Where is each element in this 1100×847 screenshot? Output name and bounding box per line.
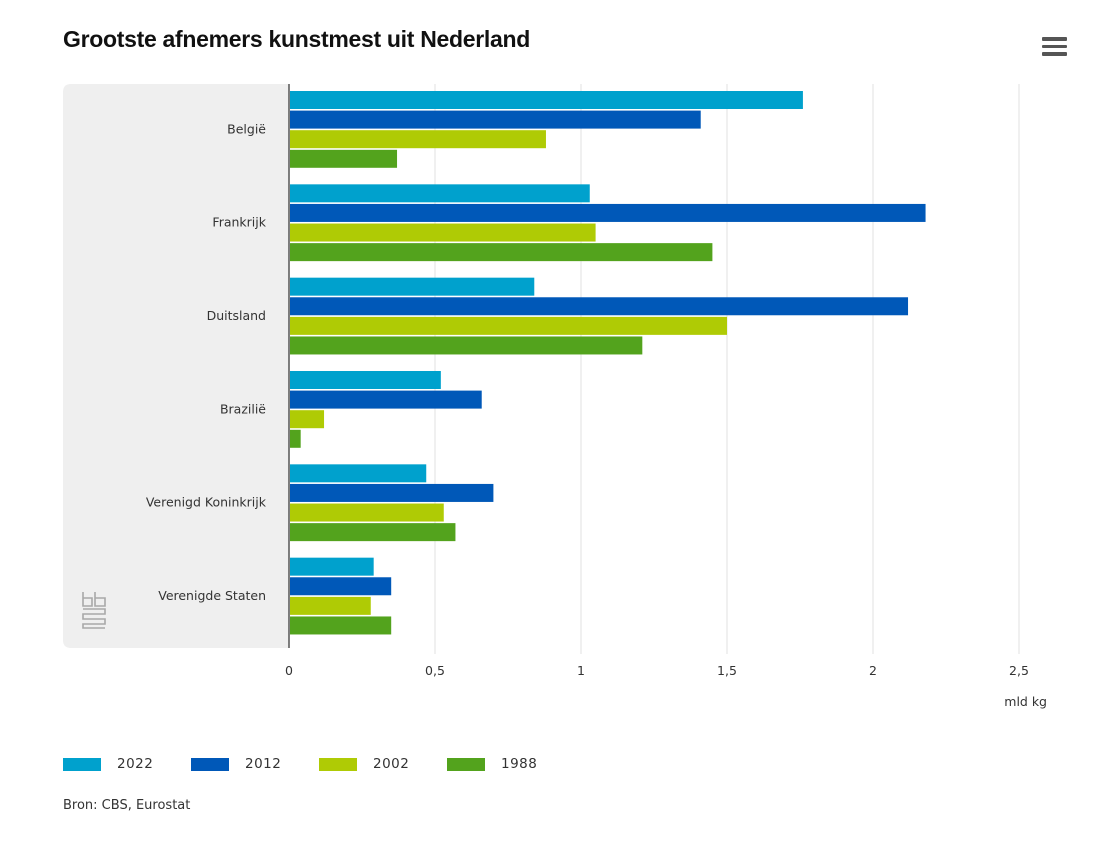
- bar-2002-6[interactable]: [290, 596, 371, 615]
- bar-2002-3[interactable]: [290, 316, 727, 335]
- bar-2012-3[interactable]: [290, 297, 909, 316]
- bar-chart: 0 0,5 1 1,5 2 2,5 mld kg België Frankrijk Duitsla…: [63, 84, 1047, 709]
- legend-swatch: [63, 757, 101, 771]
- bar-1988-4[interactable]: [290, 429, 301, 448]
- bar-2002-5[interactable]: [290, 503, 444, 522]
- x-tick-label: 0: [285, 663, 293, 678]
- bar-2002-1[interactable]: [290, 130, 546, 149]
- bar-2002-4[interactable]: [290, 410, 325, 429]
- category-label: Frankrijk: [212, 215, 266, 230]
- legend-label: 2002: [373, 756, 410, 772]
- x-tick-label: 1,5: [717, 663, 737, 678]
- category-label: Verenigde Staten: [158, 588, 266, 603]
- bar-2012-5[interactable]: [290, 483, 494, 502]
- bar-2022-3[interactable]: [290, 277, 535, 296]
- bar-1988-5[interactable]: [290, 523, 456, 542]
- legend-swatch: [319, 757, 357, 771]
- bar-1988-6[interactable]: [290, 616, 392, 635]
- bar-2022-4[interactable]: [290, 371, 441, 389]
- category-label: België: [227, 121, 266, 136]
- category-label: Brazilië: [220, 401, 266, 416]
- legend-item-2022[interactable]: 2022: [63, 754, 153, 774]
- bar-2022-1[interactable]: [290, 91, 803, 109]
- x-tick-label: 2: [869, 663, 877, 678]
- source-note: Bron: CBS, Eurostat: [63, 798, 191, 813]
- x-tick-label: 2,5: [1009, 663, 1029, 678]
- category-label: Duitsland: [207, 308, 266, 323]
- legend-label: 2022: [117, 756, 154, 772]
- x-tick-label: 0,5: [425, 663, 445, 678]
- bar-2002-2[interactable]: [290, 223, 596, 242]
- x-tick-label: 1: [577, 663, 585, 678]
- bar-2022-2[interactable]: [290, 184, 590, 203]
- bar-2012-4[interactable]: [290, 390, 482, 409]
- bar-2022-6[interactable]: [290, 557, 374, 576]
- bar-1988-1[interactable]: [290, 149, 398, 168]
- category-panel: [63, 84, 289, 648]
- category-label: Verenigd Koninkrijk: [146, 495, 267, 510]
- bar-2012-1[interactable]: [290, 110, 701, 129]
- legend-item-1988[interactable]: 1988: [447, 754, 537, 774]
- legend-swatch: [191, 757, 229, 771]
- bar-2012-2[interactable]: [290, 203, 926, 222]
- bar-1988-3[interactable]: [290, 336, 643, 355]
- hamburger-menu-icon[interactable]: [1042, 37, 1067, 57]
- legend-swatch: [447, 757, 485, 771]
- bar-1988-2[interactable]: [290, 243, 713, 262]
- legend-item-2012[interactable]: 2012: [191, 754, 281, 774]
- legend-label: 1988: [501, 756, 538, 772]
- cbs-logo-icon: [82, 592, 106, 629]
- chart-title: Grootste afnemers kunstmest uit Nederlan…: [63, 26, 530, 52]
- bar-2012-6[interactable]: [290, 577, 392, 596]
- x-axis-title: mld kg: [1004, 694, 1047, 709]
- bar-2022-5[interactable]: [290, 464, 427, 483]
- legend-label: 2012: [245, 756, 282, 772]
- legend-item-2002[interactable]: 2002: [319, 754, 409, 774]
